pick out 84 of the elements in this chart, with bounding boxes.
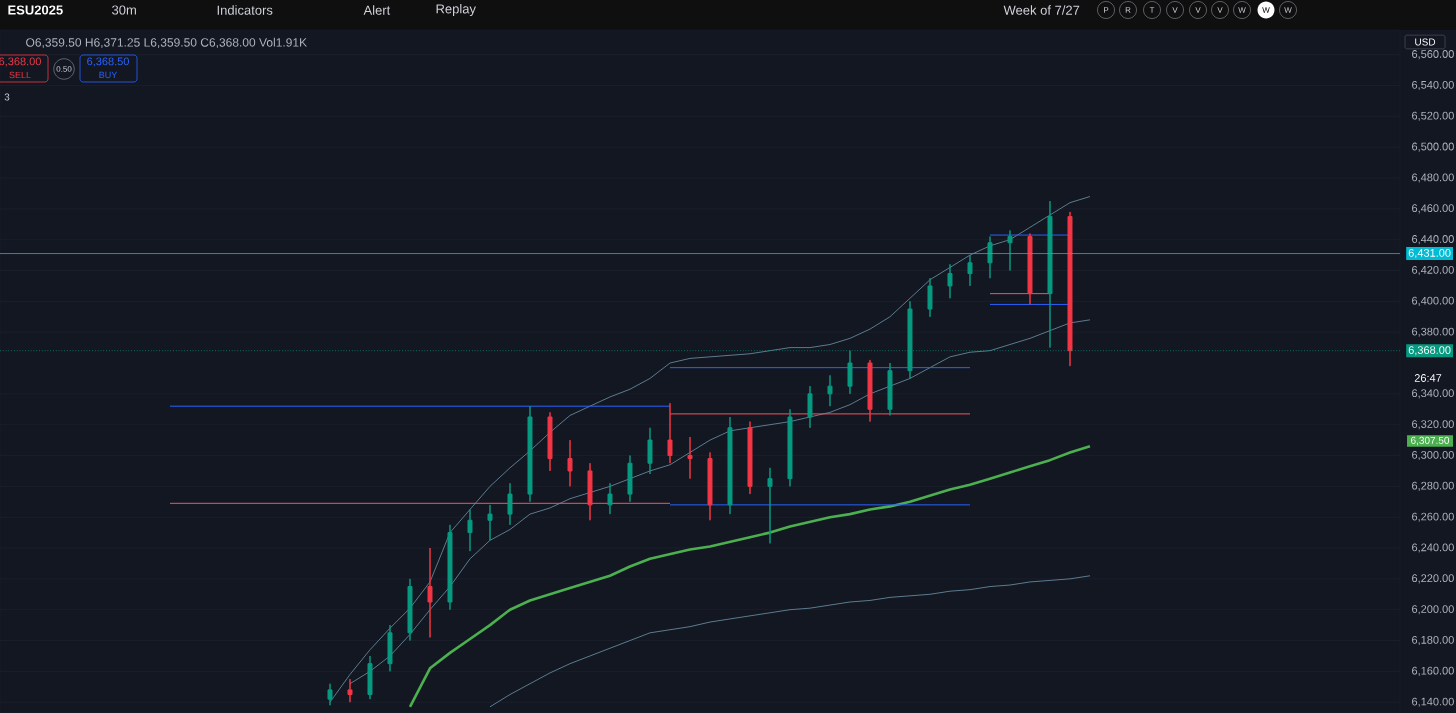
y-tick-label: 6,140.00 [1412, 697, 1454, 707]
y-tick-label: 6,420.00 [1412, 265, 1454, 276]
candlestick [987, 236, 993, 279]
candlestick [447, 524, 453, 611]
y-tick-label: 6,300.00 [1412, 450, 1454, 461]
candlestick [387, 624, 393, 672]
text: 30m [112, 5, 136, 15]
y-tick-label: 6,500.00 [1412, 142, 1454, 152]
candlestick [727, 416, 733, 515]
y-tick-label: 6,220.00 [1412, 574, 1454, 584]
annotation: SELL [9, 71, 31, 79]
chart-title: ESU2025 [8, 5, 63, 15]
y-tick-label: 6,480.00 [1412, 173, 1454, 183]
y-tick-label: 6,520.00 [1412, 111, 1454, 121]
candlestick [547, 411, 553, 472]
candlestick [607, 482, 613, 515]
candlestick [1067, 211, 1073, 367]
annotation: 3 [4, 93, 10, 101]
candlestick [947, 263, 953, 299]
candlestick [667, 402, 673, 464]
candlestick [747, 421, 753, 495]
y-tick-label: 6,440.00 [1412, 235, 1454, 245]
candlestick [707, 451, 713, 521]
text: Indicators [217, 5, 273, 15]
candlestick [367, 655, 373, 700]
candlestick [827, 374, 833, 407]
candlestick [507, 482, 513, 526]
text: Alert [363, 5, 391, 15]
y-tick-label: 6,240.00 [1412, 543, 1454, 553]
candlestick [1027, 233, 1033, 305]
candlestick [687, 436, 693, 480]
text: V [1195, 7, 1201, 13]
candlestick [927, 277, 933, 318]
candlestick [1007, 229, 1013, 272]
candlestick [407, 578, 413, 642]
text: 26:47 [1414, 374, 1442, 382]
candlestick [487, 504, 493, 541]
y-tick-label: 6,380.00 [1412, 327, 1454, 337]
candlestick [647, 427, 653, 475]
candlestick [967, 254, 973, 287]
text: Replay [436, 3, 476, 17]
candlestick [1047, 200, 1053, 349]
y-tick-label: 6,180.00 [1412, 635, 1454, 646]
y-tick-label: 6,320.00 [1412, 420, 1454, 430]
candlestick [767, 467, 773, 544]
annotation: 6,368.50 [87, 57, 129, 67]
y-tick-label: 6,260.00 [1412, 512, 1454, 522]
text: USD [1415, 38, 1436, 46]
text: W [1284, 7, 1292, 13]
text: Week of 7/27 [1003, 5, 1080, 15]
candlestick [587, 462, 593, 521]
text: P [1104, 7, 1109, 13]
candlestick [427, 547, 433, 638]
y-tick-label: 6,280.00 [1412, 481, 1454, 491]
y-tick-label: 6,540.00 [1412, 80, 1454, 91]
y-tick-label: 6,460.00 [1412, 204, 1454, 214]
candlestick [807, 385, 813, 429]
candlestick [567, 439, 573, 487]
candlestick [467, 508, 473, 552]
annotation: 0.50 [56, 66, 72, 72]
y-tick-label: 6,340.00 [1412, 389, 1454, 399]
candlestick [327, 683, 333, 706]
text: V [1217, 7, 1223, 13]
text: T [1149, 7, 1155, 13]
text: W [1238, 7, 1246, 13]
annotation: 6,368.00 [0, 57, 41, 67]
candlestick [347, 678, 353, 703]
candlestick [887, 362, 893, 416]
candlestick [867, 359, 873, 423]
y-tick-label: 6,160.00 [1412, 666, 1454, 676]
candlestick [527, 405, 533, 503]
text: V [1172, 7, 1178, 13]
y-tick-label: 6,560.00 [1412, 50, 1454, 60]
y-tick-label: 6,400.00 [1412, 296, 1454, 306]
y-tick-label: 6,200.00 [1412, 605, 1454, 615]
annotation: BUY [99, 71, 118, 79]
text: O6,359.50 H6,371.25 L6,359.50 C6,368.00 Vol1.91K [26, 37, 307, 49]
text: R [1125, 7, 1131, 13]
candlestick [627, 455, 633, 503]
text: 6,307.50 [1411, 436, 1450, 446]
candlestick [787, 408, 793, 487]
ref-line-label: 6,431.00 [1408, 249, 1451, 259]
ref-line-label: 6,368.00 [1408, 346, 1451, 356]
text: W [1262, 7, 1270, 13]
